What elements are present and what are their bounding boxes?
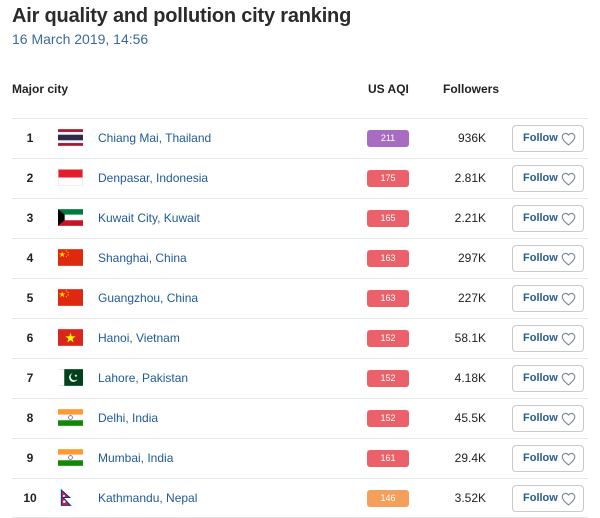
follow-label: Follow <box>523 132 558 144</box>
aqi-badge: 152 <box>367 370 409 387</box>
follow-button[interactable]: Follow <box>512 365 584 392</box>
rank-number: 9 <box>26 451 34 465</box>
heart-icon <box>561 372 576 386</box>
heart-icon <box>561 172 576 186</box>
aqi-badge: 165 <box>367 210 409 227</box>
heart-icon <box>561 452 576 466</box>
heart-icon <box>561 132 576 146</box>
india-flag-icon <box>58 409 83 426</box>
heart-icon <box>561 252 576 266</box>
city-link[interactable]: Denpasar, Indonesia <box>98 171 209 185</box>
followers-count: 297K <box>457 251 486 265</box>
table-row: 5 Guangzhou, China 163 227K Follow <box>12 278 588 318</box>
city-link[interactable]: Hanoi, Vietnam <box>98 331 180 345</box>
follow-label: Follow <box>523 332 558 344</box>
heart-icon <box>561 332 576 346</box>
heart-icon <box>561 412 576 426</box>
city-link[interactable]: Kuwait City, Kuwait <box>98 211 200 225</box>
thailand-flag-icon <box>58 129 83 146</box>
follow-button[interactable]: Follow <box>512 485 584 512</box>
follow-label: Follow <box>523 492 558 504</box>
follow-button[interactable]: Follow <box>512 165 584 192</box>
follow-label: Follow <box>523 172 558 184</box>
heart-icon <box>561 212 576 226</box>
city-link[interactable]: Delhi, India <box>98 411 159 425</box>
city-link[interactable]: Chiang Mai, Thailand <box>98 131 212 145</box>
rank-number: 3 <box>26 211 34 225</box>
followers-count: 2.81K <box>454 171 486 185</box>
followers-count: 29.4K <box>454 451 486 465</box>
rank-number: 5 <box>26 291 34 305</box>
followers-count: 227K <box>457 291 486 305</box>
followers-count: 936K <box>457 131 486 145</box>
city-link[interactable]: Guangzhou, China <box>98 291 199 305</box>
followers-count: 45.5K <box>454 411 486 425</box>
china-flag-icon <box>58 249 83 266</box>
indonesia-flag-icon <box>58 169 83 186</box>
rank-number: 1 <box>26 131 34 145</box>
column-header-followers: Followers <box>443 82 500 96</box>
follow-label: Follow <box>523 412 558 424</box>
city-link[interactable]: Shanghai, China <box>98 251 187 265</box>
table-row: 7 Lahore, Pakistan 152 4.18K Follow <box>12 358 588 398</box>
follow-button[interactable]: Follow <box>512 325 584 352</box>
followers-count: 3.52K <box>454 491 486 505</box>
table-row: 3 Kuwait City, Kuwait 165 2.21K Follow <box>12 198 588 238</box>
table-row: 10 Kathmandu, Nepal 146 3.52K Follow <box>12 478 588 518</box>
followers-count: 58.1K <box>454 331 486 345</box>
aqi-badge: 163 <box>367 290 409 307</box>
aqi-badge: 161 <box>367 450 409 467</box>
follow-label: Follow <box>523 372 558 384</box>
table-row: 1 Chiang Mai, Thailand 211 936K Follow <box>12 118 588 158</box>
page-title: Air quality and pollution city ranking <box>12 5 352 27</box>
rank-number: 7 <box>26 371 34 385</box>
vietnam-flag-icon <box>58 329 83 346</box>
city-link[interactable]: Lahore, Pakistan <box>98 371 189 385</box>
city-link[interactable]: Mumbai, India <box>98 451 174 465</box>
aqi-badge: 152 <box>367 410 409 427</box>
table-row: 4 Shanghai, China 163 297K Follow <box>12 238 588 278</box>
table-row: 8 Delhi, India 152 45.5K Follow <box>12 398 588 438</box>
rank-number: 2 <box>26 171 34 185</box>
follow-button[interactable]: Follow <box>512 405 584 432</box>
aqi-badge: 152 <box>367 330 409 347</box>
follow-button[interactable]: Follow <box>512 125 584 152</box>
table-row: 2 Denpasar, Indonesia 175 2.81K Follow <box>12 158 588 198</box>
follow-label: Follow <box>523 212 558 224</box>
pakistan-flag-icon <box>58 369 83 386</box>
follow-button[interactable]: Follow <box>512 205 584 232</box>
aqi-badge: 146 <box>367 490 409 507</box>
follow-label: Follow <box>523 252 558 264</box>
column-header-city: Major city <box>12 82 69 96</box>
follow-button[interactable]: Follow <box>512 285 584 312</box>
nepal-flag-icon <box>58 489 83 506</box>
table-row: 6 Hanoi, Vietnam 152 58.1K Follow <box>12 318 588 358</box>
timestamp: 16 March 2019, 14:56 <box>12 31 149 47</box>
followers-count: 4.18K <box>454 371 486 385</box>
aqi-badge: 211 <box>367 130 409 147</box>
rank-number: 4 <box>26 251 34 265</box>
city-link[interactable]: Kathmandu, Nepal <box>98 491 198 505</box>
china-flag-icon <box>58 289 83 306</box>
rank-number: 10 <box>23 491 37 505</box>
followers-count: 2.21K <box>454 211 486 225</box>
heart-icon <box>561 492 576 506</box>
heart-icon <box>561 292 576 306</box>
aqi-badge: 175 <box>367 170 409 187</box>
india-flag-icon <box>58 449 83 466</box>
follow-button[interactable]: Follow <box>512 245 584 272</box>
rank-number: 6 <box>26 331 34 345</box>
follow-label: Follow <box>523 452 558 464</box>
follow-label: Follow <box>523 292 558 304</box>
aqi-badge: 163 <box>367 250 409 267</box>
kuwait-flag-icon <box>58 209 83 226</box>
table-row: 9 Mumbai, India 161 29.4K Follow <box>12 438 588 478</box>
follow-button[interactable]: Follow <box>512 445 584 472</box>
ranking-table: 1 Chiang Mai, Thailand 211 936K Follow 2 Denpa… <box>12 118 588 518</box>
rank-number: 8 <box>26 411 34 425</box>
column-header-aqi: US AQI <box>368 82 409 96</box>
